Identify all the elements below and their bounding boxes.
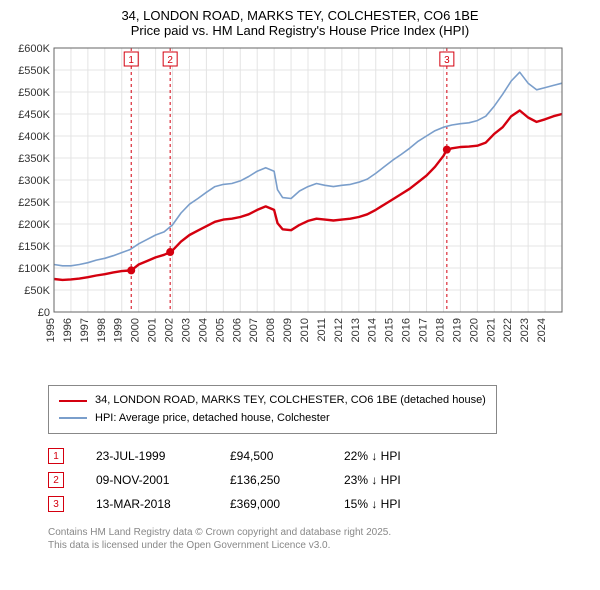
sale-row: 1 23-JUL-1999 £94,500 22% ↓ HPI [48,444,592,468]
svg-text:£550K: £550K [18,65,50,77]
sale-date: 13-MAR-2018 [96,497,206,511]
legend-swatch [59,417,87,419]
sale-marker: 3 [48,496,64,512]
attribution-line1: Contains HM Land Registry data © Crown c… [48,526,592,539]
sales-table: 1 23-JUL-1999 £94,500 22% ↓ HPI 2 09-NOV-2001… [48,444,592,516]
svg-text:2014: 2014 [367,318,379,342]
sale-delta: 22% ↓ HPI [344,449,434,463]
sale-row: 3 13-MAR-2018 £369,000 15% ↓ HPI [48,492,592,516]
svg-text:2002: 2002 [164,318,176,342]
svg-text:2021: 2021 [485,318,497,342]
sale-price: £369,000 [230,497,320,511]
sale-point-1 [127,266,135,274]
sale-marker: 1 [48,448,64,464]
svg-text:2019: 2019 [451,318,463,342]
svg-text:£150K: £150K [18,241,50,253]
svg-text:2016: 2016 [401,318,413,342]
svg-text:£500K: £500K [18,87,50,99]
svg-text:£450K: £450K [18,109,50,121]
svg-text:2003: 2003 [180,318,192,342]
svg-text:2009: 2009 [282,318,294,342]
price-chart: £0 £50K £100K £150K £200K £250K £300K £350K £400… [8,42,568,372]
svg-text:2006: 2006 [231,318,243,342]
sale-row: 2 09-NOV-2001 £136,250 23% ↓ HPI [48,468,592,492]
svg-text:1996: 1996 [62,318,74,342]
sale-price: £136,250 [230,473,320,487]
svg-text:1995: 1995 [45,318,57,342]
sale-price: £94,500 [230,449,320,463]
svg-text:2015: 2015 [384,318,396,342]
attribution-line2: This data is licensed under the Open Gov… [48,539,592,552]
svg-text:£100K: £100K [18,263,50,275]
sale-marker: 2 [48,472,64,488]
sale-delta: 15% ↓ HPI [344,497,434,511]
svg-text:£50K: £50K [24,285,50,297]
chart-container: £0 £50K £100K £150K £200K £250K £300K £350K £400… [8,42,592,377]
title-subtitle: Price paid vs. HM Land Registry's House … [8,23,592,38]
legend-item: 34, LONDON ROAD, MARKS TEY, COLCHESTER, … [59,392,486,410]
svg-text:2017: 2017 [418,318,430,342]
svg-text:2007: 2007 [248,318,260,342]
svg-text:£250K: £250K [18,197,50,209]
legend-label: HPI: Average price, detached house, Colc… [95,410,330,428]
svg-text:1997: 1997 [79,318,91,342]
svg-text:2018: 2018 [434,318,446,342]
svg-text:1: 1 [128,55,134,66]
sale-date: 23-JUL-1999 [96,449,206,463]
attribution: Contains HM Land Registry data © Crown c… [48,526,592,552]
svg-text:2023: 2023 [519,318,531,342]
svg-text:2013: 2013 [350,318,362,342]
svg-text:2011: 2011 [316,318,328,342]
svg-text:2024: 2024 [536,318,548,342]
legend-item: HPI: Average price, detached house, Colc… [59,410,486,428]
svg-text:1998: 1998 [96,318,108,342]
svg-text:2008: 2008 [265,318,277,342]
svg-text:2005: 2005 [214,318,226,342]
sale-delta: 23% ↓ HPI [344,473,434,487]
svg-text:1999: 1999 [113,318,125,342]
svg-text:2012: 2012 [333,318,345,342]
svg-text:2000: 2000 [130,318,142,342]
sale-point-3 [443,146,451,154]
sale-date: 09-NOV-2001 [96,473,206,487]
svg-text:£400K: £400K [18,131,50,143]
svg-text:2020: 2020 [468,318,480,342]
svg-text:£350K: £350K [18,153,50,165]
svg-text:£0: £0 [38,307,50,319]
legend-swatch [59,400,87,402]
svg-text:2004: 2004 [197,318,209,342]
svg-text:3: 3 [444,55,450,66]
svg-text:2001: 2001 [147,318,159,342]
svg-text:£600K: £600K [18,43,50,55]
title-address: 34, LONDON ROAD, MARKS TEY, COLCHESTER, … [8,8,592,23]
legend: 34, LONDON ROAD, MARKS TEY, COLCHESTER, … [48,385,497,434]
sale-point-2 [166,248,174,256]
svg-text:£300K: £300K [18,175,50,187]
svg-text:2: 2 [167,55,173,66]
svg-text:2010: 2010 [299,318,311,342]
chart-title: 34, LONDON ROAD, MARKS TEY, COLCHESTER, … [8,8,592,38]
svg-text:£200K: £200K [18,219,50,231]
svg-text:2022: 2022 [502,318,514,342]
legend-label: 34, LONDON ROAD, MARKS TEY, COLCHESTER, … [95,392,486,410]
